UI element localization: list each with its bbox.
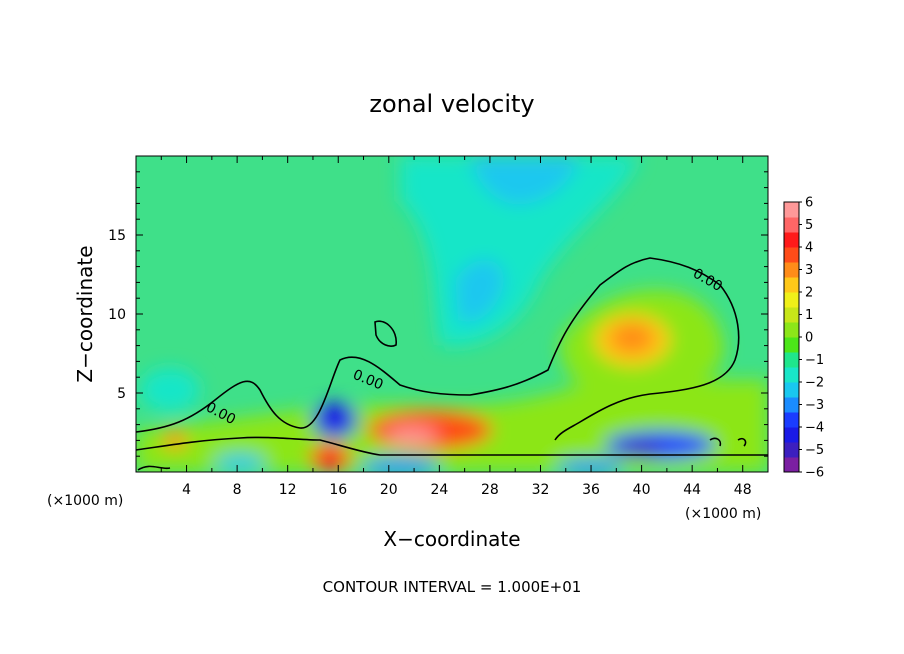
plot-area: 0.00 0.00 0.00 (136, 156, 768, 472)
x-axis: 4 8 12 16 20 24 28 32 36 40 44 48 (135, 156, 769, 498)
contour-interval-note: CONTOUR INTERVAL = 1.000E+01 (323, 578, 582, 596)
x-tick-label: 40 (633, 482, 651, 498)
colorbar-swatch (784, 262, 799, 278)
colorbar-swatch (784, 412, 799, 428)
y-axis: 5 10 15 (108, 155, 768, 473)
colorbar-swatch (784, 322, 799, 338)
x-tick-label: 36 (582, 482, 600, 498)
y-tick-label: 10 (108, 307, 126, 323)
x-unit-left: (×1000 m) (47, 493, 123, 509)
x-tick-label: 28 (481, 482, 499, 498)
colorbar-tick-label: 3 (805, 263, 813, 278)
colorbar-swatch (784, 217, 799, 233)
x-tick-label: 20 (380, 482, 398, 498)
colorbar-tick-label: 6 (805, 196, 813, 211)
y-tick-label: 5 (117, 386, 126, 402)
x-axis-label: X−coordinate (383, 527, 520, 551)
colorbar-swatch (784, 202, 799, 218)
y-tick-label: 15 (108, 228, 126, 244)
colorbar-tick-label: −3 (805, 398, 824, 413)
y-axis-label: Z−coordinate (73, 245, 97, 382)
colorbar-swatch (784, 337, 799, 353)
zero-contours (136, 257, 768, 471)
colorbar-tick-label: −2 (805, 376, 824, 391)
colorbar-tick-label: 0 (805, 331, 813, 346)
x-tick-label: 12 (279, 482, 297, 498)
colorbar-tick-label: 1 (805, 308, 813, 323)
colorbar-tick-label: −6 (805, 466, 824, 481)
x-tick-label: 24 (430, 482, 448, 498)
colorbar-swatch (784, 367, 799, 383)
colorbar-swatch (784, 427, 799, 443)
colorbar-tick-label: −5 (805, 443, 824, 458)
colorbar: 6 5 4 3 2 1 0 −1 −2 −3 −4 −5 −6 (783, 196, 824, 481)
chart-title: zonal velocity (369, 90, 534, 118)
colorbar-tick-label: −1 (805, 353, 824, 368)
colorbar-tick-label: 5 (805, 218, 813, 233)
colorbar-swatch (784, 457, 799, 473)
colorbar-swatch (784, 292, 799, 308)
colorbar-tick-label: −4 (805, 421, 824, 436)
colorbar-swatch (784, 382, 799, 398)
x-tick-label: 4 (182, 482, 191, 498)
colorbar-tick-label: 2 (805, 286, 813, 301)
colorbar-swatch (784, 307, 799, 323)
field-blobs (136, 156, 768, 472)
x-tick-label: 16 (329, 482, 347, 498)
x-tick-label: 32 (532, 482, 550, 498)
x-tick-label: 44 (683, 482, 701, 498)
colorbar-swatch (784, 442, 799, 458)
colorbar-swatch (784, 352, 799, 368)
colorbar-swatch (784, 247, 799, 263)
colorbar-swatch (784, 397, 799, 413)
x-unit-right: (×1000 m) (685, 506, 761, 522)
x-tick-label: 8 (233, 482, 242, 498)
colorbar-tick-label: 4 (805, 241, 813, 256)
colorbar-swatch (784, 277, 799, 293)
x-tick-label: 48 (734, 482, 752, 498)
colorbar-swatch (784, 232, 799, 248)
